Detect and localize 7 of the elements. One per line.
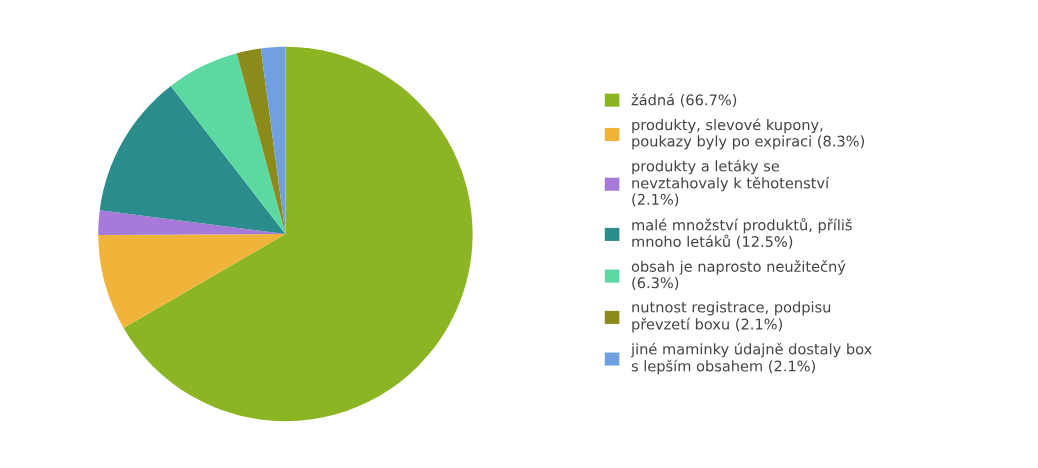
legend-label: produkty a letáky se nevztahovaly k těhotenství (2.1%) bbox=[632, 159, 830, 207]
legend-label: obsah je naprosto neužitečný (6.3%) bbox=[631, 260, 846, 290]
legend-label: jiné maminky údajně dostaly box s lepším obsahem (2.1%) bbox=[630, 342, 872, 375]
legend-label: produkty, slevové kupony, poukazy byly po expiraci (8.3%) bbox=[632, 118, 864, 150]
legend-label: nutnost registrace, podpisu převzetí boxu (2.1%) bbox=[632, 301, 831, 333]
legend-label: žádná (66.7%) bbox=[631, 93, 737, 108]
legend-label: malé množství produktů, příliš mnoho letáků (12.5%) bbox=[632, 217, 852, 249]
